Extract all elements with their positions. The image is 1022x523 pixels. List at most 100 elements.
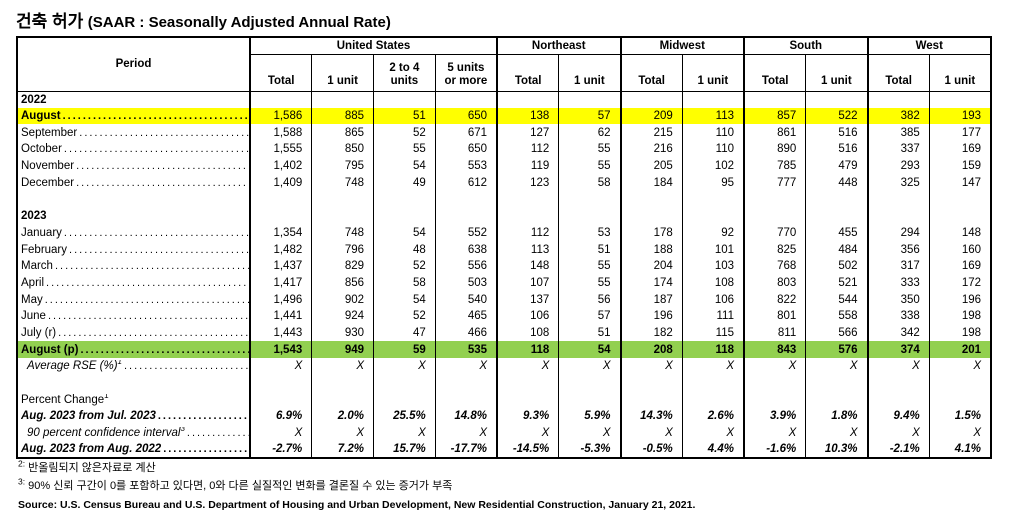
- value-cell: [311, 191, 374, 208]
- table-row: [16, 374, 992, 392]
- value-cell: [805, 191, 868, 208]
- value-cell: [743, 374, 806, 392]
- value-cell: 118: [496, 341, 559, 358]
- period-label: February: [21, 243, 68, 256]
- leader-dots: ........................................…: [186, 427, 249, 440]
- value-cell: [743, 191, 806, 208]
- value-cell: 829: [311, 257, 374, 275]
- value-cell: 822: [743, 291, 806, 308]
- value-cell: 55: [373, 141, 436, 158]
- footnotes: 2: 반올림되지 않은자료로 계산 3: 90% 신뢰 구간이 0를 포함하고 …: [18, 459, 452, 496]
- value-cell: 110: [681, 141, 744, 158]
- value-cell: [681, 207, 744, 225]
- value-cell: 182: [619, 324, 683, 342]
- value-cell: [928, 374, 992, 392]
- value-cell: 54: [373, 224, 436, 242]
- value-cell: 650: [434, 141, 497, 158]
- value-cell: 317: [866, 257, 930, 275]
- value-cell: 544: [805, 291, 868, 308]
- period-cell: Percent Change1: [16, 391, 250, 409]
- value-cell: 48: [373, 241, 436, 258]
- value-cell: 196: [619, 307, 683, 325]
- value-cell: [373, 191, 436, 208]
- value-cell: X: [805, 358, 868, 375]
- period-cell: August..................................…: [16, 107, 250, 125]
- value-cell: [558, 391, 621, 409]
- column-header-1-unit: 1 unit: [681, 54, 744, 92]
- table-row: February................................…: [16, 241, 992, 258]
- value-cell: 777: [743, 174, 806, 192]
- source-line: Source: U.S. Census Bureau and U.S. Depa…: [18, 499, 696, 511]
- value-cell: 338: [866, 307, 930, 325]
- footnote-3: 3: 90% 신뢰 구간이 0를 포함하고 있다면, 0와 다른 실질적인 변화…: [18, 477, 452, 496]
- value-cell: 795: [311, 157, 374, 175]
- value-cell: 516: [805, 141, 868, 158]
- value-cell: 850: [311, 141, 374, 158]
- value-cell: X: [311, 424, 374, 442]
- table-row: September...............................…: [16, 124, 992, 142]
- value-cell: 1,586: [249, 107, 312, 125]
- value-cell: [373, 207, 436, 225]
- value-cell: 1,588: [249, 124, 312, 142]
- value-cell: 448: [805, 174, 868, 192]
- value-cell: [928, 391, 992, 409]
- value-cell: [866, 391, 930, 409]
- value-cell: 216: [619, 141, 683, 158]
- value-cell: 890: [743, 141, 806, 158]
- value-cell: 552: [434, 224, 497, 242]
- group-header-united-states: United States: [249, 37, 497, 55]
- period-label: 2023: [21, 210, 47, 223]
- table-row: December................................…: [16, 174, 992, 192]
- value-cell: X: [558, 424, 621, 442]
- value-cell: 540: [434, 291, 497, 308]
- value-cell: 14.3%: [619, 408, 683, 425]
- value-cell: 108: [496, 324, 559, 342]
- value-cell: -2.1%: [866, 441, 930, 459]
- period-label: October: [21, 143, 62, 156]
- value-cell: 198: [928, 307, 992, 325]
- leader-dots: ........................................…: [54, 260, 249, 273]
- value-cell: [311, 207, 374, 225]
- period-cell: October.................................…: [16, 141, 250, 158]
- value-cell: 49: [373, 174, 436, 192]
- period-label: November: [21, 160, 75, 173]
- period-label: March: [21, 260, 53, 273]
- value-cell: [249, 391, 312, 409]
- page-title: 건축 허가 (SAAR : Seasonally Adjusted Annual…: [16, 7, 391, 32]
- value-cell: X: [866, 424, 930, 442]
- value-cell: 177: [928, 124, 992, 142]
- table-row: Aug. 2023 from Aug. 2022................…: [16, 441, 992, 459]
- value-cell: [619, 207, 683, 225]
- table-row: October.................................…: [16, 141, 992, 158]
- value-cell: 350: [866, 291, 930, 308]
- value-cell: 95: [681, 174, 744, 192]
- value-cell: 115: [681, 324, 744, 342]
- value-cell: 902: [311, 291, 374, 308]
- period-label: Aug. 2023 from Jul. 2023: [21, 410, 156, 423]
- value-cell: 187: [619, 291, 683, 308]
- column-header-total: Total: [496, 54, 559, 92]
- value-cell: 465: [434, 307, 497, 325]
- group-header-northeast: Northeast: [496, 37, 621, 55]
- value-cell: 5.9%: [558, 408, 621, 425]
- value-cell: 55: [558, 274, 621, 292]
- value-cell: [496, 391, 559, 409]
- value-cell: X: [496, 424, 559, 442]
- value-cell: X: [434, 424, 497, 442]
- period-label: 2022: [21, 93, 47, 106]
- value-cell: [681, 191, 744, 208]
- value-cell: X: [558, 358, 621, 375]
- value-cell: [434, 374, 497, 392]
- value-cell: [805, 391, 868, 409]
- leader-dots: ........................................…: [63, 143, 249, 156]
- value-cell: 356: [866, 241, 930, 258]
- column-header-1-unit: 1 unit: [805, 54, 868, 92]
- value-cell: 556: [434, 257, 497, 275]
- value-cell: 52: [373, 257, 436, 275]
- value-cell: 4.1%: [928, 441, 992, 459]
- value-cell: 337: [866, 141, 930, 158]
- value-cell: -5.3%: [558, 441, 621, 459]
- value-cell: 1,443: [249, 324, 312, 342]
- value-cell: 54: [373, 157, 436, 175]
- value-cell: X: [311, 358, 374, 375]
